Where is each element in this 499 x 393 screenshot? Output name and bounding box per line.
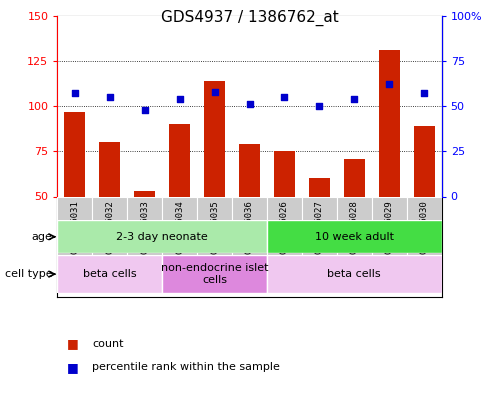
- Point: [71, 90, 79, 97]
- Text: GSM1146026: GSM1146026: [280, 200, 289, 254]
- Point: [350, 96, 358, 102]
- Bar: [379, 50, 400, 196]
- Bar: [337, 196, 372, 277]
- Bar: [162, 255, 267, 293]
- Text: count: count: [92, 339, 124, 349]
- Text: cell type: cell type: [5, 269, 52, 279]
- Bar: [57, 255, 162, 293]
- Bar: [204, 81, 225, 196]
- Bar: [57, 220, 267, 253]
- Text: beta cells: beta cells: [327, 269, 381, 279]
- Text: GSM1146035: GSM1146035: [210, 200, 219, 254]
- Bar: [414, 126, 435, 196]
- Text: GSM1146030: GSM1146030: [420, 200, 429, 254]
- Text: beta cells: beta cells: [83, 269, 137, 279]
- Text: GDS4937 / 1386762_at: GDS4937 / 1386762_at: [161, 10, 338, 26]
- Bar: [267, 196, 302, 277]
- Bar: [232, 196, 267, 277]
- Point: [315, 103, 323, 109]
- Text: ■: ■: [67, 337, 79, 351]
- Text: percentile rank within the sample: percentile rank within the sample: [92, 362, 280, 373]
- Bar: [169, 124, 190, 196]
- Point: [176, 96, 184, 102]
- Text: age: age: [31, 232, 52, 242]
- Text: non-endocrine islet
cells: non-endocrine islet cells: [161, 263, 268, 285]
- Point: [211, 88, 219, 95]
- Point: [385, 81, 393, 88]
- Bar: [407, 196, 442, 277]
- Bar: [197, 196, 232, 277]
- Text: GSM1146032: GSM1146032: [105, 200, 114, 254]
- Text: GSM1146027: GSM1146027: [315, 200, 324, 254]
- Bar: [127, 196, 162, 277]
- Text: ■: ■: [67, 361, 79, 374]
- Bar: [64, 112, 85, 196]
- Bar: [99, 142, 120, 196]
- Point: [280, 94, 288, 100]
- Point: [420, 90, 428, 97]
- Bar: [162, 196, 197, 277]
- Bar: [302, 196, 337, 277]
- Bar: [274, 151, 295, 196]
- Text: 10 week adult: 10 week adult: [315, 232, 394, 242]
- Text: GSM1146028: GSM1146028: [350, 200, 359, 254]
- Bar: [372, 196, 407, 277]
- Bar: [92, 196, 127, 277]
- Point: [141, 107, 149, 113]
- Bar: [267, 255, 442, 293]
- Bar: [309, 178, 330, 196]
- Bar: [344, 158, 365, 196]
- Point: [106, 94, 114, 100]
- Text: GSM1146036: GSM1146036: [245, 200, 254, 254]
- Bar: [134, 191, 155, 196]
- Text: 2-3 day neonate: 2-3 day neonate: [116, 232, 208, 242]
- Text: GSM1146029: GSM1146029: [385, 200, 394, 254]
- Text: GSM1146033: GSM1146033: [140, 200, 149, 254]
- Bar: [239, 144, 260, 196]
- Bar: [57, 196, 92, 277]
- Text: GSM1146034: GSM1146034: [175, 200, 184, 254]
- Point: [246, 101, 253, 107]
- Text: GSM1146031: GSM1146031: [70, 200, 79, 254]
- Bar: [267, 220, 442, 253]
